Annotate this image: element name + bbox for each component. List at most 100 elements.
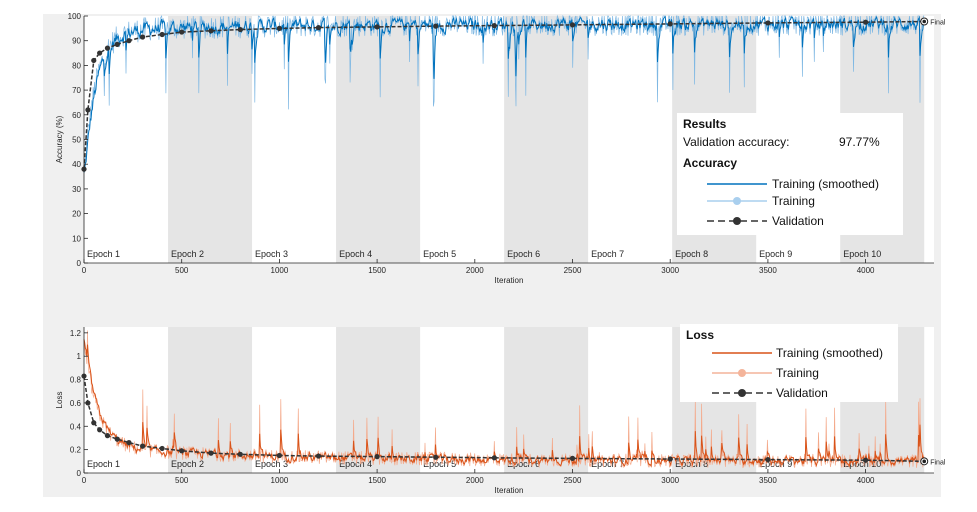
validation-point-loss [114, 436, 120, 442]
x-tick-label-loss: 0 [82, 476, 87, 485]
x-tick-label-acc: 1500 [368, 266, 386, 275]
validation-point-loss [276, 452, 283, 459]
epoch-band-acc [168, 16, 253, 263]
epoch-label-acc: Epoch 9 [759, 249, 792, 259]
y-tick-label-acc: 80 [72, 61, 81, 70]
validation-point-acc [765, 20, 771, 26]
validation-point-loss [208, 450, 214, 456]
y-tick-label-loss: 0.8 [70, 376, 82, 385]
y-tick-label-acc: 100 [68, 12, 82, 21]
validation-point-loss [491, 455, 497, 461]
validation-point-acc [179, 29, 185, 35]
validation-point-acc [315, 25, 322, 31]
accuracy-legend-box: Results Validation accuracy: 97.77% Accu… [677, 113, 903, 235]
validation-point-acc [104, 45, 111, 51]
y-tick-label-acc: 70 [72, 86, 81, 95]
legend-acc-raw-label: Training [772, 194, 815, 208]
y-axis-label-loss: Loss [55, 392, 64, 409]
validation-point-acc [667, 21, 673, 27]
validation-point-acc [863, 19, 869, 25]
epoch-band-loss [504, 327, 589, 473]
x-tick-label-loss: 3000 [661, 476, 679, 485]
final-label-loss: Final [930, 459, 946, 466]
y-axis-label-acc: Accuracy (%) [55, 115, 64, 163]
validation-point-acc [208, 28, 214, 34]
epoch-label-loss: Epoch 5 [423, 459, 456, 469]
x-tick-label-loss: 4000 [857, 476, 875, 485]
epoch-label-acc: Epoch 7 [591, 249, 624, 259]
x-tick-label-loss: 500 [175, 476, 189, 485]
x-tick-label-acc: 2000 [466, 266, 484, 275]
validation-point-loss [315, 453, 322, 459]
y-tick-label-acc: 60 [72, 111, 81, 120]
y-tick-label-acc: 50 [72, 136, 81, 145]
validation-point-loss [140, 443, 146, 449]
validation-line-loss [83, 375, 925, 463]
loss-legend-title: Loss [686, 328, 715, 342]
validation-accuracy-label: Validation accuracy: [683, 135, 790, 149]
validation-point-acc [569, 22, 576, 28]
validation-point-loss [237, 451, 243, 457]
x-tick-label-acc: 3500 [759, 266, 777, 275]
y-tick-label-acc: 40 [72, 160, 81, 169]
validation-point-acc [126, 38, 132, 44]
epoch-label-loss: Epoch 2 [171, 459, 204, 469]
validation-point-acc [159, 31, 165, 38]
x-tick-label-acc: 4000 [857, 266, 875, 275]
x-axis-label-loss: Iteration [495, 486, 524, 495]
validation-point-loss [179, 448, 185, 454]
validation-point-loss [159, 445, 165, 452]
x-tick-label-acc: 500 [175, 266, 189, 275]
validation-point-loss [863, 457, 869, 463]
y-tick-label-acc: 10 [72, 234, 81, 243]
training-raw-line-loss [83, 330, 925, 469]
legend-loss-validation-sample [712, 389, 772, 397]
validation-point-loss [765, 456, 771, 463]
legend-loss-raw-sample [712, 369, 772, 377]
x-axis-label-acc: Iteration [495, 276, 524, 285]
legend-loss-smoothed-sample [712, 352, 772, 354]
epoch-label-acc: Epoch 2 [171, 249, 204, 259]
x-tick-label-loss: 1500 [368, 476, 386, 485]
results-title: Results [683, 117, 727, 131]
validation-point-loss [104, 433, 111, 439]
accuracy-legend-title: Accuracy [683, 156, 738, 170]
epoch-label-acc: Epoch 10 [843, 249, 881, 259]
epoch-label-acc: Epoch 5 [423, 249, 456, 259]
x-tick-label-acc: 3000 [661, 266, 679, 275]
validation-point-acc [276, 25, 283, 31]
legend-acc-validation-sample [707, 217, 767, 225]
y-tick-label-loss: 1.2 [70, 329, 82, 338]
y-tick-label-loss: 0.4 [70, 422, 82, 431]
epoch-label-acc: Epoch 4 [339, 249, 372, 259]
final-marker-dot-acc [922, 19, 927, 24]
x-tick-label-loss: 1000 [271, 476, 289, 485]
validation-point-acc [140, 34, 146, 40]
validation-point-loss [374, 454, 380, 460]
final-label-acc: Final [930, 20, 946, 27]
validation-point-acc [97, 50, 103, 56]
validation-point-loss [433, 454, 439, 460]
validation-point-loss [667, 456, 673, 462]
epoch-label-loss: Epoch 9 [759, 459, 792, 469]
validation-point-acc [85, 107, 91, 113]
y-tick-label-loss: 0.6 [70, 399, 82, 408]
epoch-label-acc: Epoch 3 [255, 249, 288, 259]
validation-point-loss [569, 455, 576, 461]
validation-point-loss [97, 427, 103, 433]
x-tick-label-loss: 3500 [759, 476, 777, 485]
epoch-label-loss: Epoch 7 [591, 459, 624, 469]
validation-point-loss [91, 420, 97, 426]
y-tick-label-acc: 20 [72, 210, 81, 219]
validation-point-acc [91, 57, 97, 64]
epoch-band-acc [504, 16, 589, 263]
x-tick-label-loss: 2000 [466, 476, 484, 485]
legend-acc-raw-sample [707, 197, 767, 205]
y-tick-label-acc: 90 [72, 37, 81, 46]
loss-legend-box: Loss Training (smoothed) Training Valida… [680, 324, 898, 402]
validation-point-loss [126, 440, 132, 446]
legend-acc-smoothed-sample [707, 183, 767, 185]
validation-point-acc [237, 26, 243, 33]
epoch-band-acc [336, 16, 421, 263]
validation-point-acc [491, 23, 497, 29]
